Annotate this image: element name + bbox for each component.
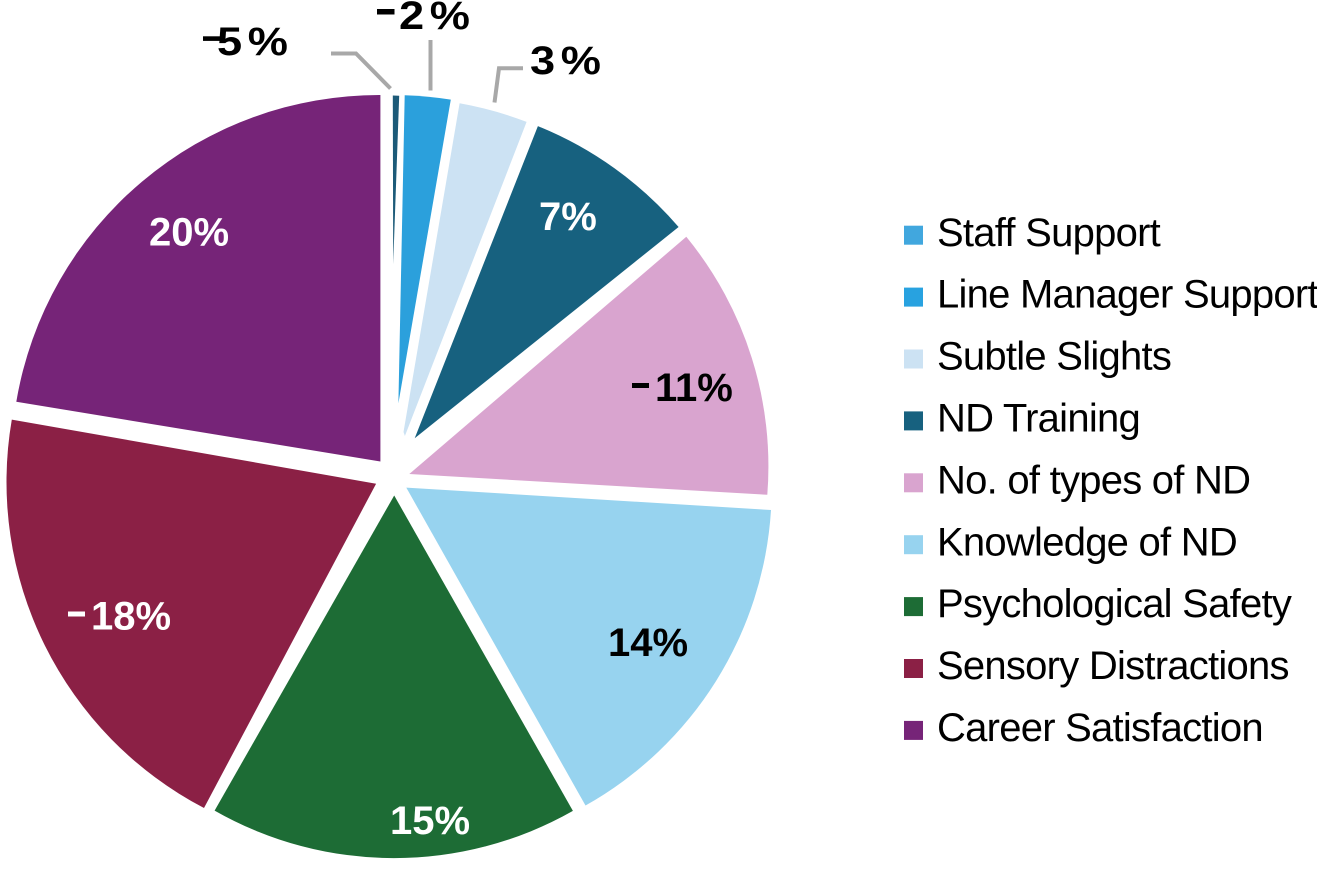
svg-text:Subtle Slights: Subtle Slights: [937, 335, 1171, 379]
svg-text:Line Manager Support: Line Manager Support: [937, 273, 1317, 317]
svg-text:Knowledge of ND: Knowledge of ND: [937, 520, 1237, 564]
svg-text:5%: 5%: [217, 19, 294, 64]
svg-text:11%: 11%: [655, 366, 733, 410]
svg-text:Sensory Distractions: Sensory Distractions: [937, 644, 1289, 688]
svg-text:7%: 7%: [539, 195, 597, 239]
svg-text:14%: 14%: [608, 621, 688, 665]
svg-text:15%: 15%: [390, 799, 470, 843]
svg-text:ND Training: ND Training: [937, 397, 1140, 441]
svg-text:Staff Support: Staff Support: [937, 211, 1161, 255]
svg-text:No. of types of ND: No. of types of ND: [937, 458, 1250, 502]
svg-text:Career Satisfaction: Career Satisfaction: [937, 706, 1263, 750]
svg-text:Psychological Safety: Psychological Safety: [937, 582, 1292, 626]
svg-text:18%: 18%: [91, 595, 171, 639]
svg-text:20%: 20%: [149, 211, 229, 255]
svg-text:2%: 2%: [399, 0, 476, 38]
svg-text:3%: 3%: [530, 38, 607, 83]
